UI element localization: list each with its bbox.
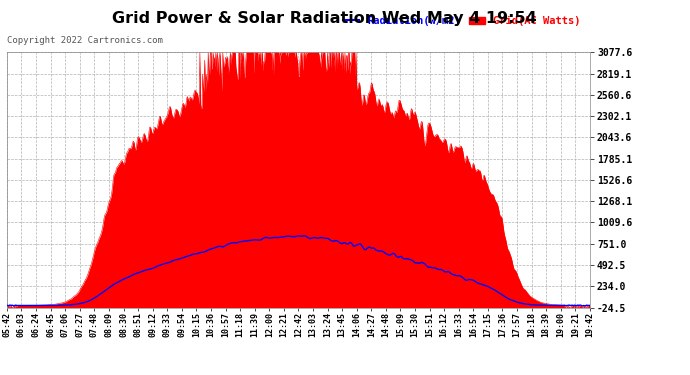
Text: Copyright 2022 Cartronics.com: Copyright 2022 Cartronics.com bbox=[7, 36, 163, 45]
Legend: Radiation(w/m2), Grid(AC Watts): Radiation(w/m2), Grid(AC Watts) bbox=[339, 12, 584, 30]
Text: Grid Power & Solar Radiation Wed May 4 19:54: Grid Power & Solar Radiation Wed May 4 1… bbox=[112, 11, 537, 26]
